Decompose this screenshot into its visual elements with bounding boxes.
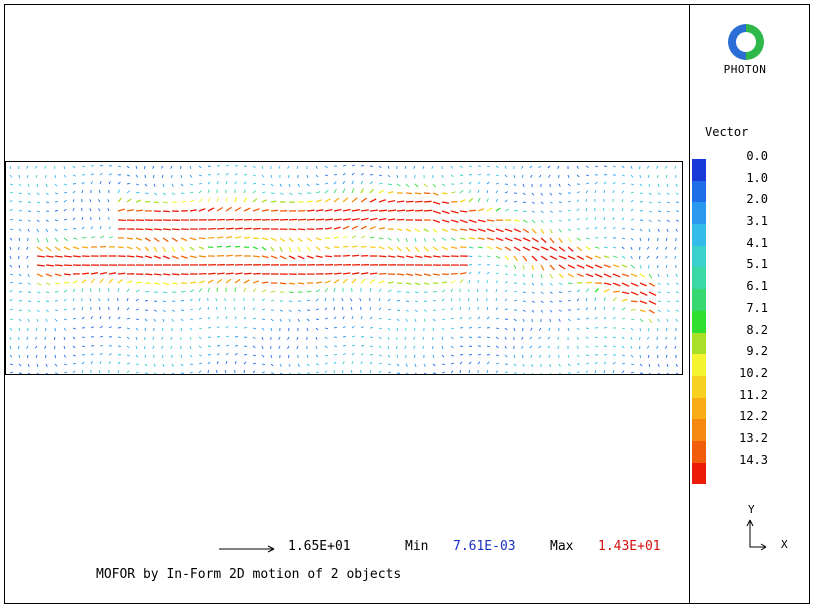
legend-label: 6.1	[746, 279, 768, 294]
min-label: Min	[405, 539, 429, 554]
outer-border	[4, 4, 810, 604]
legend-item: 5.1	[692, 257, 782, 290]
reference-arrow-icon	[219, 545, 275, 553]
legend-item: 11.2	[692, 388, 782, 420]
legend-label: 9.2	[746, 344, 768, 359]
legend-swatch	[692, 310, 706, 333]
legend-label: 10.2	[739, 365, 768, 380]
legend-title: Vector	[705, 125, 749, 139]
legend-label: 4.1	[746, 235, 768, 250]
legend-swatch	[692, 289, 706, 311]
panel-divider	[689, 4, 690, 604]
caption: MOFOR by In-Form 2D motion of 2 objects	[96, 567, 402, 582]
legend-item: 3.1	[692, 214, 782, 246]
legend-label: 5.1	[746, 257, 768, 272]
legend-item: 8.2	[692, 323, 782, 355]
legend-item: 1.0	[692, 171, 782, 203]
photon-logo-icon	[728, 24, 764, 60]
logo-text: PHOTON	[723, 63, 767, 76]
vector-field-svg	[9, 164, 680, 374]
axis-x-label: X	[781, 538, 788, 551]
legend-item: 9.2	[692, 344, 782, 376]
legend-label: 1.0	[746, 170, 768, 185]
legend-label: 13.2	[739, 430, 768, 445]
legend-item: 14.3	[692, 453, 782, 485]
legend-swatch	[692, 332, 706, 355]
color-legend: 0.0 1.0 2.0 3.1 4.1 5.1 6.1 7.1 8.2 9.2 10.2 11.2 12…	[692, 149, 782, 485]
axis-orientation-icon	[746, 519, 767, 551]
legend-label: 3.1	[746, 214, 768, 229]
legend-item: 6.1	[692, 279, 782, 311]
legend-item: 7.1	[692, 301, 782, 333]
legend-swatch	[692, 180, 706, 203]
legend-label: 8.2	[746, 322, 768, 337]
legend-swatch	[692, 267, 706, 290]
legend-label: 11.2	[739, 387, 768, 402]
axis-y-label: Y	[748, 503, 755, 516]
min-value: 7.61E-03	[453, 539, 516, 554]
legend-item: 0.0	[692, 149, 782, 181]
legend-swatch	[692, 440, 706, 463]
legend-item: 12.2	[692, 409, 782, 441]
max-label: Max	[550, 539, 574, 554]
legend-swatch	[692, 354, 706, 376]
legend-swatch	[692, 245, 706, 268]
legend-label: 7.1	[746, 300, 768, 315]
legend-label: 14.3	[739, 452, 768, 467]
legend-item: 13.2	[692, 431, 782, 463]
legend-swatch	[692, 419, 706, 441]
legend-swatch	[692, 159, 706, 181]
legend-item: 2.0	[692, 192, 782, 225]
legend-label: 0.0	[746, 149, 768, 163]
legend-label: 12.2	[739, 409, 768, 424]
legend-item: 10.2	[692, 366, 782, 398]
legend-swatch	[692, 375, 706, 398]
legend-swatch	[692, 397, 706, 420]
legend-item: 4.1	[692, 236, 782, 268]
reference-vector-value: 1.65E+01	[288, 539, 351, 554]
legend-swatch	[692, 224, 706, 246]
max-value: 1.43E+01	[598, 539, 661, 554]
legend-swatch	[692, 202, 706, 225]
vector-field-plot[interactable]	[5, 161, 683, 375]
legend-swatch	[692, 462, 706, 485]
legend-label: 2.0	[746, 192, 768, 207]
